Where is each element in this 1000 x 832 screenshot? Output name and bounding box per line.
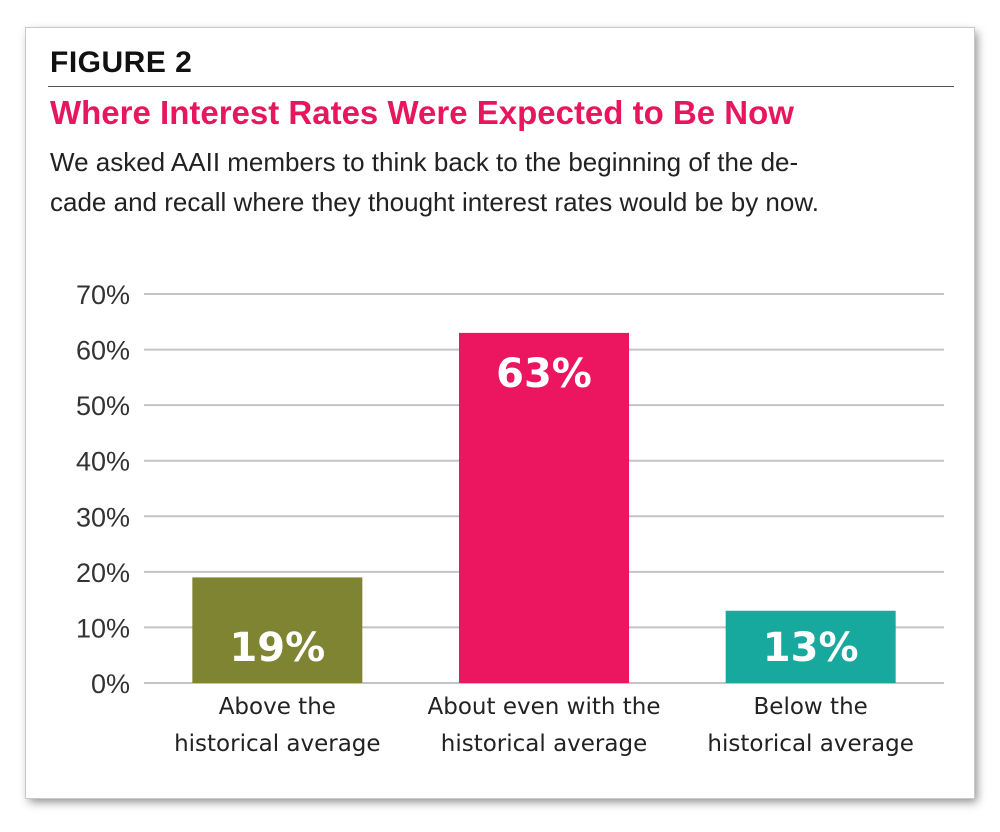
figure-label: FIGURE 2 — [50, 46, 193, 79]
y-tick-label: 70% — [76, 280, 130, 310]
figure-card: FIGURE 2 Where Interest Rates Were Expec… — [25, 27, 975, 799]
y-tick-label: 10% — [76, 613, 130, 643]
x-category-label: historical average — [707, 731, 913, 757]
data-label: 13% — [763, 625, 859, 671]
bar — [192, 577, 363, 683]
x-category-label: Below the — [754, 694, 868, 720]
chart-subtitle: We asked AAII members to think back to t… — [50, 147, 819, 217]
x-category-label: About even with the — [428, 694, 661, 720]
y-tick-label: 0% — [91, 669, 130, 699]
header-divider — [48, 86, 954, 87]
x-axis: Above the historical average About even wi… — [174, 694, 914, 757]
x-category-label: historical average — [441, 731, 647, 757]
data-labels: 19% 63% 13% — [229, 351, 858, 671]
chart-title: Where Interest Rates Were Expected to Be… — [50, 94, 794, 131]
bar — [725, 610, 896, 683]
y-tick-label: 20% — [76, 558, 130, 588]
x-category-label: historical average — [174, 731, 380, 757]
y-tick-label: 50% — [76, 391, 130, 421]
y-tick-label: 60% — [76, 336, 130, 366]
bar — [459, 332, 629, 683]
y-tick-label: 30% — [76, 502, 130, 532]
data-label: 19% — [229, 625, 325, 671]
bars — [192, 332, 896, 683]
bar-chart: 0% 10% 20% 30% 40% 50% 60% 70% 19% 63% 13% Above … — [76, 280, 944, 757]
y-tick-label: 40% — [76, 447, 130, 477]
x-category-label: Above the — [219, 694, 336, 720]
y-axis: 0% 10% 20% 30% 40% 50% 60% 70% — [76, 280, 130, 699]
data-label: 63% — [496, 351, 592, 397]
